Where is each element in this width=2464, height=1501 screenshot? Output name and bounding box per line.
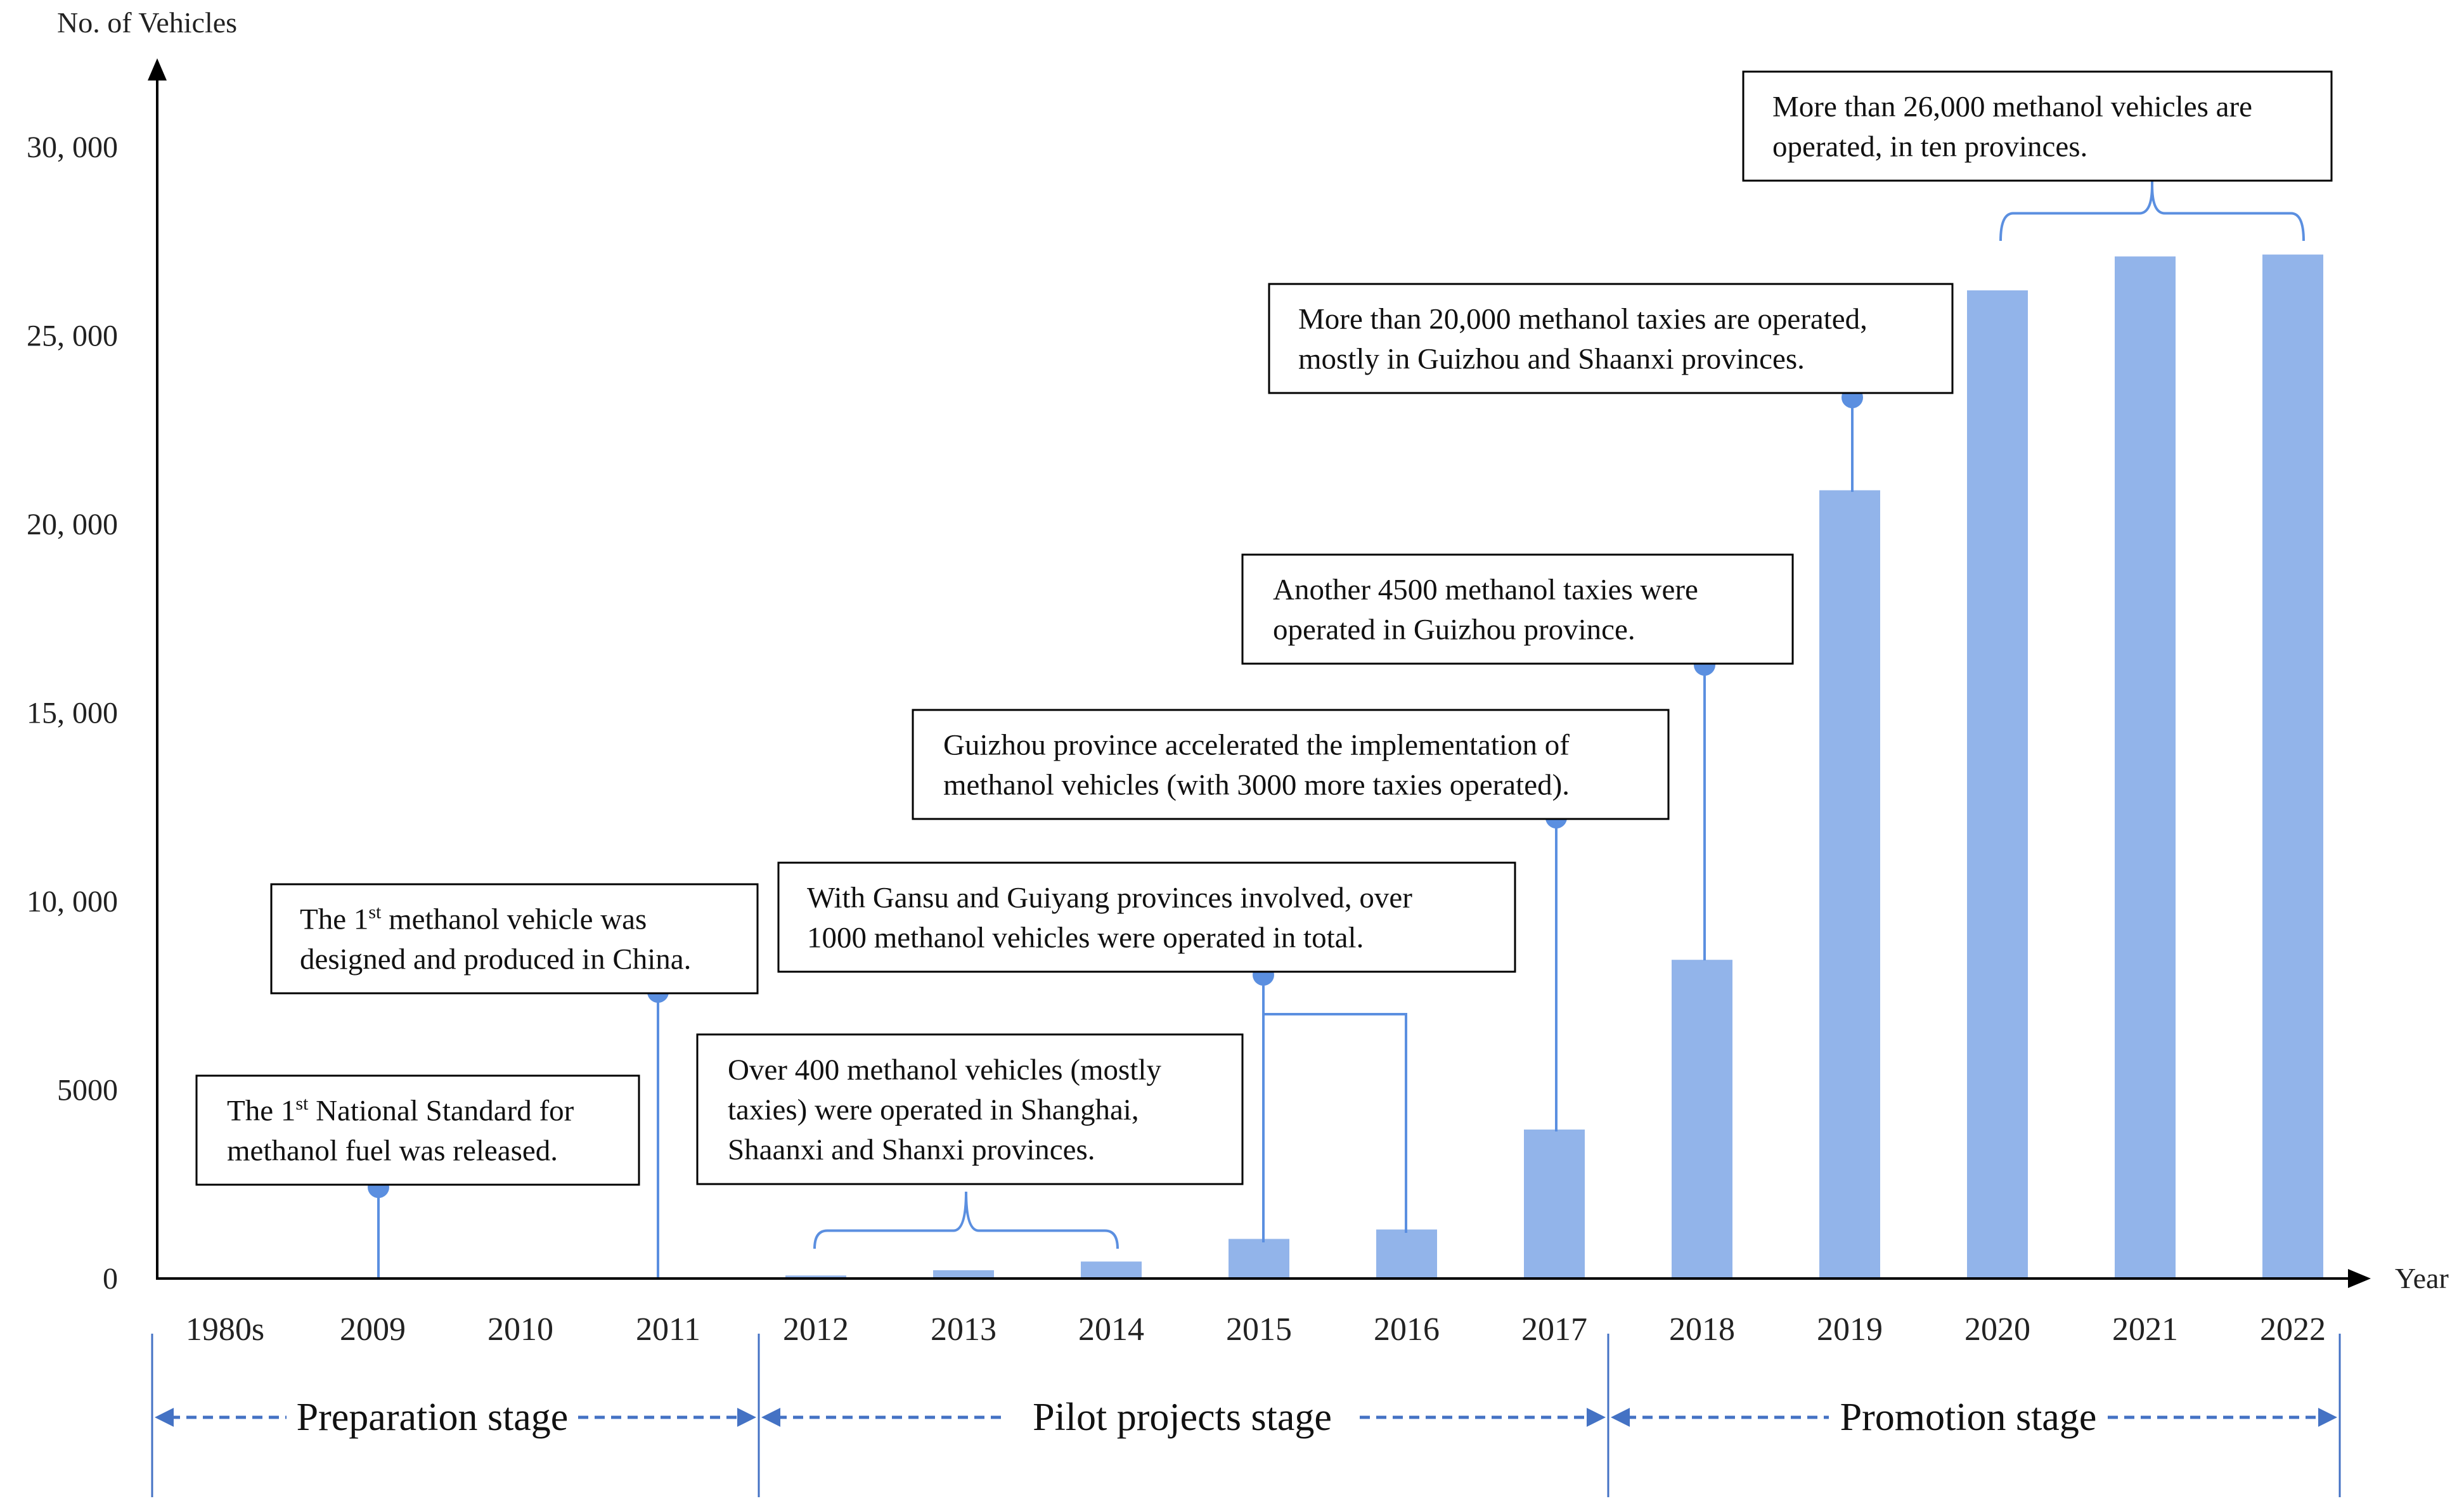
annotation-text-guizhou-accelerated: methanol vehicles (with 3000 more taxies…	[943, 769, 1570, 802]
x-tick-label-2009: 2009	[340, 1311, 406, 1348]
bar-2020	[1967, 290, 2028, 1279]
annotation-box-over-20000	[1268, 283, 1954, 394]
annotation-box-over-26000	[1742, 70, 2333, 182]
annotation-text-over-400: taxies) were operated in Shanghai,	[728, 1093, 1139, 1126]
annotation-text-standard: The 1st National Standard for	[227, 1093, 574, 1128]
y-tick-label-25000: 25, 000	[27, 319, 118, 353]
brace-2020-2022	[1999, 184, 2305, 242]
x-tick-label-2010: 2010	[487, 1311, 553, 1348]
annotation-text-over-400: Over 400 methanol vehicles (mostly	[728, 1053, 1161, 1086]
annotation-text-guizhou-accelerated: Guizhou province accelerated the impleme…	[943, 729, 1570, 762]
x-tick-label-2019: 2019	[1817, 1311, 1883, 1348]
y-tick-label-30000: 30, 000	[27, 131, 118, 164]
bar-2014	[1081, 1261, 1142, 1279]
annotation-text-first-vehicle: The 1st methanol vehicle was	[300, 902, 647, 936]
annotation-box-guizhou-accelerated	[912, 709, 1670, 820]
annotation-text-standard: methanol fuel was released.	[227, 1135, 558, 1168]
stage-label-1: Pilot projects stage	[1033, 1396, 1332, 1439]
y-tick-label-10000: 10, 000	[27, 885, 118, 918]
annotation-text-over-26000: More than 26,000 methanol vehicles are	[1772, 91, 2252, 124]
stage-arrow-right-icon	[2318, 1408, 2337, 1427]
x-tick-label-2013: 2013	[931, 1311, 997, 1348]
x-tick-label-2021: 2021	[2112, 1311, 2178, 1348]
bar-2021	[2115, 256, 2176, 1279]
bar-2019	[1819, 490, 1880, 1279]
brace-2012-2014	[813, 1191, 1119, 1249]
stage-arrow-right-icon	[1587, 1408, 1606, 1427]
y-axis-arrow-icon	[148, 58, 167, 81]
x-tick-label-2022: 2022	[2260, 1311, 2326, 1348]
stage-arrow-left-icon	[155, 1408, 174, 1427]
x-tick-label-2020: 2020	[1964, 1311, 2030, 1348]
bar-2017	[1524, 1129, 1585, 1279]
x-tick-label-2014: 2014	[1078, 1311, 1144, 1348]
x-axis-label: Year	[2395, 1262, 2449, 1294]
x-tick-label-2017: 2017	[1521, 1311, 1587, 1348]
stage-timeline: Preparation stage Pilot projects stage Pro…	[151, 1334, 2341, 1497]
stage-arrow-left-icon	[1611, 1408, 1630, 1427]
y-tick-label-20000: 20, 000	[27, 508, 118, 541]
stage-label-2: Promotion stage	[1840, 1396, 2097, 1439]
connector-2015-2016	[1263, 1013, 1407, 1233]
annotation-box-first-vehicle	[270, 883, 759, 995]
x-tick-label-2011: 2011	[636, 1311, 700, 1348]
bars-layer	[785, 254, 2323, 1279]
x-axis-arrow-icon	[2348, 1269, 2371, 1288]
annotation-text-another-4500: Another 4500 methanol taxies were	[1273, 574, 1698, 607]
annotation-boxes: The 1st National Standard for methanol fu…	[195, 70, 2333, 1186]
annotation-box-gansu-guiyang	[777, 861, 1516, 973]
annotation-text-gansu-guiyang: With Gansu and Guiyang provinces involve…	[807, 882, 1412, 915]
stage-label-0: Preparation stage	[297, 1396, 569, 1439]
bar-2018	[1672, 960, 1732, 1279]
y-tick-label-0: 0	[103, 1262, 118, 1296]
y-tick-label-5000: 5000	[57, 1074, 118, 1107]
x-axis-tick-labels: 1980s 2009 2010 2011 2012 2013 2014 2015 2016 201…	[186, 1311, 2326, 1348]
annotation-text-first-vehicle: designed and produced in China.	[300, 943, 691, 976]
annotation-text-over-20000: mostly in Guizhou and Shaanxi provinces.	[1298, 343, 1805, 376]
y-axis-ticks: 0 5000 10, 000 15, 000 20, 000 25, 000 30, 000	[27, 131, 118, 1296]
bar-2022	[2262, 254, 2323, 1279]
bar-2015	[1229, 1239, 1289, 1279]
annotation-box-standard	[195, 1074, 640, 1186]
annotation-text-another-4500: operated in Guizhou province.	[1273, 614, 1635, 647]
y-axis-label: No. of Vehicles	[57, 6, 237, 39]
stage-arrow-left-icon	[761, 1408, 780, 1427]
stage-arrow-right-icon	[737, 1408, 756, 1427]
x-tick-label-2016: 2016	[1374, 1311, 1440, 1348]
annotation-text-over-20000: More than 20,000 methanol taxies are ope…	[1298, 303, 1867, 336]
annotation-box-over-400	[696, 1033, 1244, 1185]
bar-2013	[933, 1270, 994, 1279]
y-tick-label-15000: 15, 000	[27, 697, 118, 730]
bar-2012	[785, 1275, 846, 1279]
x-tick-label-1980s: 1980s	[186, 1311, 264, 1348]
annotation-text-over-400: Shaanxi and Shanxi provinces.	[728, 1133, 1095, 1166]
annotation-text-gansu-guiyang: 1000 methanol vehicles were operated in …	[807, 922, 1364, 955]
x-tick-label-2012: 2012	[783, 1311, 849, 1348]
annotation-text-over-26000: operated, in ten provinces.	[1772, 131, 2087, 164]
bar-2016	[1376, 1229, 1437, 1279]
x-tick-label-2018: 2018	[1669, 1311, 1735, 1348]
annotation-box-another-4500	[1241, 553, 1794, 665]
x-tick-label-2015: 2015	[1226, 1311, 1292, 1348]
